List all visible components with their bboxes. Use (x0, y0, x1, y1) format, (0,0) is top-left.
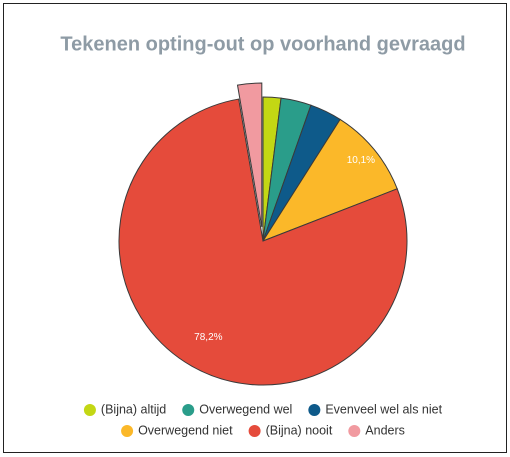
value-label: 78,2% (194, 332, 222, 343)
legend-swatch (121, 425, 134, 437)
pie-slice (261, 118, 398, 243)
value-label: 10,1% (347, 155, 375, 166)
pie-slice (118, 98, 408, 386)
legend-swatch (308, 404, 321, 416)
legend-row: (Bijna) altijd Overwegend wel Evenveel wel… (83, 402, 443, 416)
legend-label: Evenveel wel als niet (325, 402, 442, 416)
legend-label: (Bijna) altijd (101, 402, 166, 416)
legend-swatch (83, 404, 96, 416)
legend-row: Overwegend niet (Bijna) nooit Anders (121, 423, 405, 437)
legend-label: (Bijna) nooit (266, 423, 333, 437)
legend-swatch (182, 404, 195, 416)
legend-label: Anders (365, 423, 405, 437)
legend-label: Overwegend wel (199, 402, 292, 416)
legend-label: Overwegend niet (138, 423, 233, 437)
chart-title: Tekenen opting-out op voorhand gevraagd (60, 33, 465, 55)
legend-swatch (248, 425, 261, 437)
legend-swatch (348, 425, 361, 437)
pie-slice (236, 82, 263, 228)
